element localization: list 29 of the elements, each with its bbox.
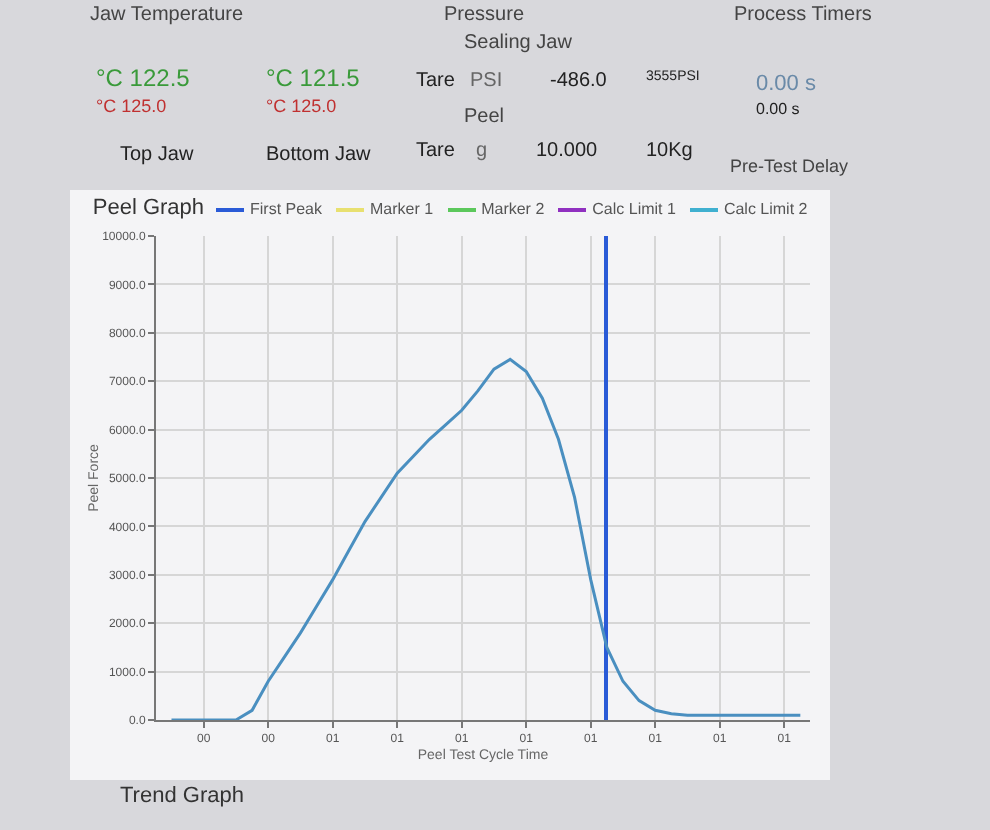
text: Jaw Temperature <box>90 4 244 26</box>
text: °C 125.0 <box>266 96 337 116</box>
text: Trend Graph <box>120 784 244 808</box>
legend-label: First Peak <box>248 200 323 218</box>
text: 10.000 <box>536 140 598 162</box>
legend-label: Marker 2 <box>479 200 545 218</box>
text: Sealing Jaw <box>464 32 572 54</box>
text: -486.0 <box>550 70 607 92</box>
text: Pressure <box>444 4 525 26</box>
text: Top Jaw <box>120 144 194 166</box>
text: Tare <box>416 140 455 162</box>
text: Tare <box>416 70 455 92</box>
chart-title: Peel Graph <box>92 196 205 221</box>
legend-label: Calc Limit 1 <box>590 200 676 218</box>
text: °C 125.0 <box>96 96 167 116</box>
text: PSI <box>470 70 503 92</box>
text: °C 122.5 <box>96 64 190 92</box>
text: 10Kg <box>646 140 693 162</box>
text: Process Timers <box>734 4 872 26</box>
text: 0.00 s <box>756 100 800 118</box>
line-series <box>169 357 802 720</box>
text: g <box>476 140 488 162</box>
text: Peel <box>464 106 505 128</box>
legend-label: Marker 1 <box>368 200 434 218</box>
text: Bottom Jaw <box>266 144 371 166</box>
text: 0.00 s <box>756 72 816 96</box>
legend-label: Calc Limit 2 <box>721 200 808 218</box>
text: °C 121.5 <box>266 64 360 92</box>
text: Pre-Test Delay <box>730 156 849 176</box>
